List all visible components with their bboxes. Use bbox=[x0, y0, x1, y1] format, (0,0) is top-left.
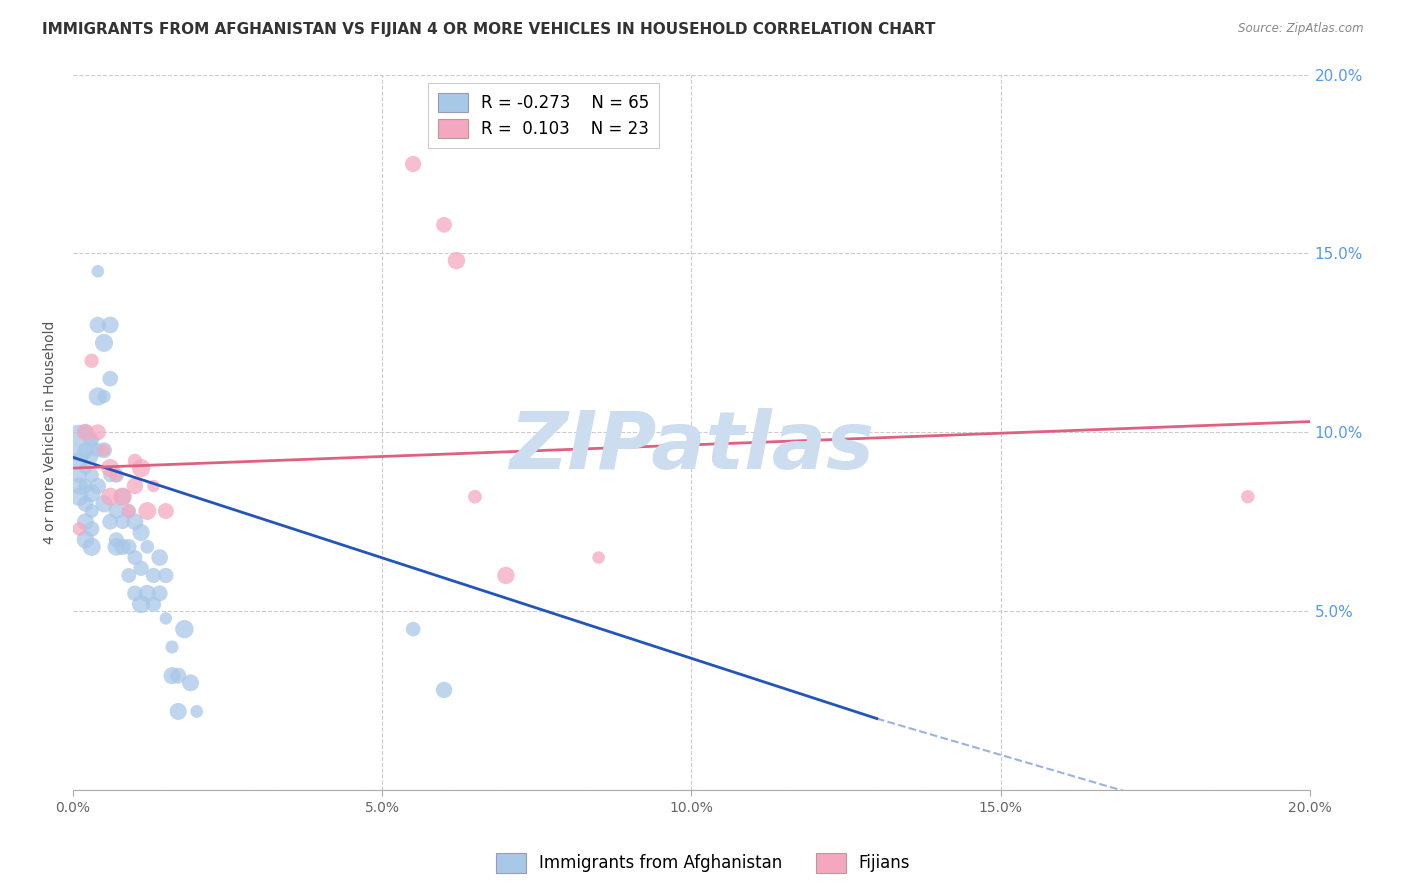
Point bbox=[136, 504, 159, 518]
Point bbox=[93, 335, 115, 350]
Point bbox=[67, 522, 90, 536]
Point bbox=[495, 568, 517, 582]
Point bbox=[124, 586, 146, 600]
Point bbox=[142, 568, 165, 582]
Point bbox=[67, 479, 90, 493]
Point bbox=[67, 468, 90, 483]
Point bbox=[129, 461, 152, 475]
Point bbox=[98, 515, 121, 529]
Point bbox=[433, 682, 456, 697]
Point bbox=[167, 668, 190, 682]
Point bbox=[67, 436, 90, 450]
Point bbox=[80, 468, 103, 483]
Point bbox=[155, 611, 177, 625]
Point bbox=[118, 540, 141, 554]
Point bbox=[402, 622, 425, 636]
Point bbox=[111, 490, 134, 504]
Point bbox=[142, 479, 165, 493]
Point bbox=[80, 504, 103, 518]
Text: IMMIGRANTS FROM AFGHANISTAN VS FIJIAN 4 OR MORE VEHICLES IN HOUSEHOLD CORRELATIO: IMMIGRANTS FROM AFGHANISTAN VS FIJIAN 4 … bbox=[42, 22, 935, 37]
Point bbox=[129, 561, 152, 575]
Point bbox=[80, 353, 103, 368]
Point bbox=[180, 675, 202, 690]
Point bbox=[118, 504, 141, 518]
Point bbox=[142, 597, 165, 611]
Point bbox=[149, 586, 172, 600]
Point bbox=[93, 497, 115, 511]
Point bbox=[75, 425, 97, 440]
Point bbox=[118, 568, 141, 582]
Point bbox=[87, 264, 110, 278]
Point bbox=[446, 253, 468, 268]
Y-axis label: 4 or more Vehicles in Household: 4 or more Vehicles in Household bbox=[44, 320, 58, 544]
Point bbox=[87, 390, 110, 404]
Point bbox=[75, 443, 97, 458]
Point bbox=[80, 486, 103, 500]
Point bbox=[129, 525, 152, 540]
Legend: R = -0.273    N = 65, R =  0.103    N = 23: R = -0.273 N = 65, R = 0.103 N = 23 bbox=[427, 83, 659, 148]
Point bbox=[111, 540, 134, 554]
Point bbox=[80, 522, 103, 536]
Point bbox=[75, 425, 97, 440]
Point bbox=[75, 479, 97, 493]
Point bbox=[105, 468, 128, 483]
Point bbox=[118, 504, 141, 518]
Point bbox=[93, 443, 115, 458]
Point bbox=[111, 490, 134, 504]
Point bbox=[124, 454, 146, 468]
Point bbox=[124, 550, 146, 565]
Point bbox=[67, 454, 90, 468]
Point bbox=[124, 479, 146, 493]
Point bbox=[136, 586, 159, 600]
Text: Source: ZipAtlas.com: Source: ZipAtlas.com bbox=[1239, 22, 1364, 36]
Point bbox=[87, 318, 110, 332]
Point bbox=[93, 390, 115, 404]
Point bbox=[80, 433, 103, 447]
Point bbox=[87, 425, 110, 440]
Point bbox=[105, 504, 128, 518]
Point bbox=[93, 443, 115, 458]
Point bbox=[98, 468, 121, 483]
Point bbox=[464, 490, 486, 504]
Point bbox=[105, 533, 128, 547]
Point bbox=[160, 668, 183, 682]
Point bbox=[160, 640, 183, 654]
Point bbox=[1236, 490, 1258, 504]
Point bbox=[75, 533, 97, 547]
Point bbox=[98, 461, 121, 475]
Point bbox=[98, 490, 121, 504]
Point bbox=[402, 157, 425, 171]
Point bbox=[588, 550, 610, 565]
Point bbox=[98, 318, 121, 332]
Point bbox=[149, 550, 172, 565]
Point bbox=[433, 218, 456, 232]
Point bbox=[105, 468, 128, 483]
Point bbox=[87, 479, 110, 493]
Text: ZIPatlas: ZIPatlas bbox=[509, 408, 875, 485]
Point bbox=[129, 597, 152, 611]
Point bbox=[75, 497, 97, 511]
Point bbox=[80, 450, 103, 465]
Point bbox=[155, 504, 177, 518]
Legend: Immigrants from Afghanistan, Fijians: Immigrants from Afghanistan, Fijians bbox=[489, 847, 917, 880]
Point bbox=[186, 705, 208, 719]
Point bbox=[136, 540, 159, 554]
Point bbox=[80, 540, 103, 554]
Point bbox=[67, 490, 90, 504]
Point bbox=[155, 568, 177, 582]
Point bbox=[75, 461, 97, 475]
Point bbox=[173, 622, 195, 636]
Point bbox=[167, 705, 190, 719]
Point bbox=[105, 540, 128, 554]
Point bbox=[87, 443, 110, 458]
Point bbox=[111, 515, 134, 529]
Point bbox=[124, 515, 146, 529]
Point bbox=[75, 515, 97, 529]
Point bbox=[98, 372, 121, 386]
